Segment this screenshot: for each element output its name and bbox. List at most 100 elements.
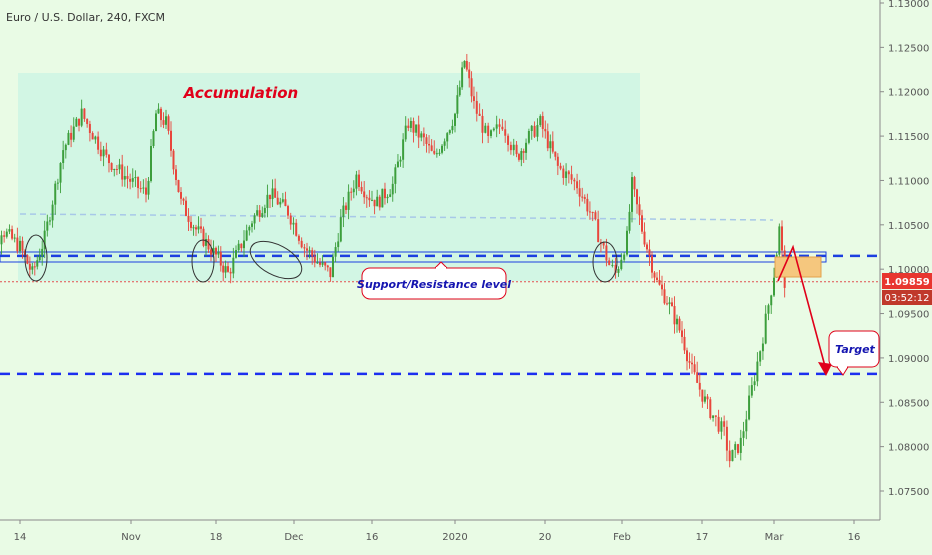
candle (681, 321, 683, 344)
candle (441, 143, 444, 155)
candle (620, 253, 623, 271)
candle (525, 138, 528, 160)
current-price-value: 1.09859 (884, 277, 930, 288)
touch-circle-2[interactable] (191, 239, 215, 283)
candle (559, 162, 562, 171)
candle (435, 148, 438, 158)
candle (13, 233, 16, 243)
candle (594, 210, 597, 221)
candle (748, 385, 751, 421)
candle (253, 213, 256, 230)
candle (472, 86, 475, 109)
candle (126, 165, 129, 189)
candle (306, 242, 308, 261)
candle (764, 305, 767, 345)
candle (295, 219, 298, 237)
candle (33, 261, 36, 276)
candle (289, 212, 292, 230)
candle (337, 233, 340, 252)
candle (121, 154, 124, 187)
candle (347, 184, 350, 220)
candle (465, 53, 468, 72)
price-axis-label: 1.12000 (888, 88, 929, 99)
time-axis-label: 20 (539, 532, 552, 543)
candle (373, 199, 376, 215)
candle (458, 80, 461, 97)
candle (663, 282, 666, 305)
time-axis[interactable]: 14 Nov 18 Dec 16 2020 20 Feb 17 Mar 16 (0, 519, 880, 543)
candle (217, 245, 220, 259)
candle (243, 230, 245, 257)
candle (48, 216, 51, 226)
candle (556, 153, 559, 176)
candle (97, 131, 100, 155)
time-axis-label: Nov (121, 532, 141, 543)
candle (578, 179, 581, 207)
candle (608, 257, 611, 266)
candle (706, 393, 709, 409)
candle (245, 224, 248, 242)
price-axis-label: 1.09500 (888, 310, 929, 321)
candle (182, 197, 185, 205)
candle (512, 138, 515, 156)
candle (501, 118, 504, 131)
time-axis-label: 16 (848, 532, 861, 543)
candle (350, 187, 353, 201)
candle (495, 115, 498, 138)
price-axis[interactable]: 1.13000 1.12500 1.12000 1.11500 1.11000 1.105… (879, 0, 929, 520)
candle (504, 120, 507, 143)
candle (628, 204, 631, 234)
candle (56, 178, 59, 190)
candle (539, 114, 542, 128)
candle (355, 170, 358, 196)
candle (448, 129, 451, 135)
candle (638, 196, 641, 226)
resistance-trend-line[interactable] (19, 213, 774, 221)
candle (99, 141, 102, 162)
candle (546, 123, 549, 152)
current-price-tag: 1.09859 03:52:12 (882, 273, 932, 305)
candle (709, 396, 712, 420)
candle (248, 225, 251, 236)
candle (292, 217, 295, 235)
candle (573, 177, 576, 191)
candle (554, 151, 557, 161)
candle (605, 238, 608, 267)
candle (72, 117, 75, 143)
candle (319, 257, 321, 268)
candle (110, 162, 113, 172)
candle (767, 303, 770, 321)
price-axis-label: 1.09000 (888, 354, 929, 365)
touch-circle-1[interactable] (24, 234, 48, 282)
touch-circle-4[interactable] (592, 241, 618, 283)
candle (19, 235, 21, 254)
candle (581, 187, 584, 202)
candle (530, 125, 533, 140)
candle (251, 220, 253, 233)
candle (67, 130, 70, 146)
touch-circle-3[interactable] (244, 234, 308, 287)
candle (8, 224, 11, 235)
candle (737, 443, 739, 455)
projection-path[interactable] (777, 244, 827, 371)
candle (454, 112, 456, 133)
candle (661, 275, 663, 296)
candle (389, 189, 392, 198)
candle (636, 188, 638, 214)
time-axis-label: Feb (613, 532, 631, 543)
candle (673, 296, 676, 334)
candle (334, 242, 337, 263)
candle (456, 85, 459, 119)
candle (420, 131, 423, 142)
candle (170, 121, 172, 157)
candle (391, 176, 394, 202)
candle (180, 187, 182, 205)
candle (142, 179, 145, 194)
candle (470, 71, 473, 103)
price-axis-label: 1.12500 (888, 43, 929, 54)
candle (237, 240, 240, 253)
candle (412, 117, 415, 143)
candle (263, 204, 266, 218)
